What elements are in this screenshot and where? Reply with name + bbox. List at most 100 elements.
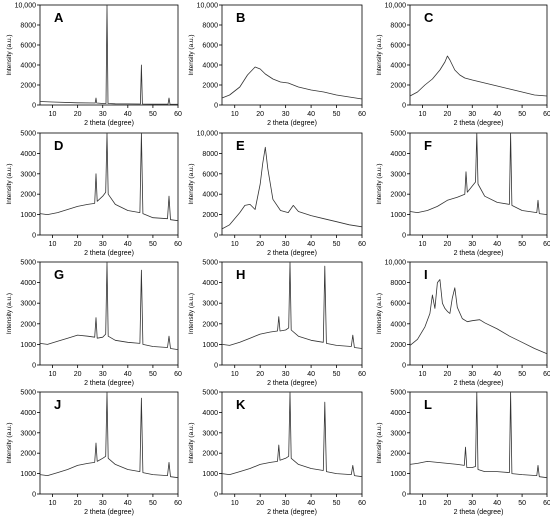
x-tick-label: 50 — [333, 371, 341, 378]
y-tick-label: 0 — [402, 363, 406, 370]
x-tick-label: 40 — [124, 500, 132, 507]
x-tick-label: 40 — [493, 500, 501, 507]
panel-label: B — [236, 10, 245, 25]
x-tick-label: 30 — [99, 371, 107, 378]
x-tick-label: 50 — [333, 500, 341, 507]
y-tick-label: 3000 — [20, 171, 36, 178]
x-axis-label: 2 theta (degree) — [267, 120, 317, 127]
y-tick-label: 3000 — [390, 171, 406, 178]
y-tick-label: 0 — [402, 492, 406, 499]
x-axis-label: 2 theta (degree) — [84, 120, 134, 127]
y-axis-label: Intensity (a.u.) — [376, 163, 383, 204]
x-axis-label: 2 theta (degree) — [454, 509, 504, 516]
y-tick-label: 1000 — [202, 471, 218, 478]
y-tick-label: 8000 — [390, 23, 406, 30]
x-tick-label: 20 — [256, 241, 264, 248]
y-tick-label: 4000 — [390, 151, 406, 158]
panel-label: C — [424, 10, 434, 25]
x-tick-label: 40 — [124, 371, 132, 378]
y-tick-label: 6000 — [202, 171, 218, 178]
xrd-pattern-line — [221, 391, 363, 478]
x-tick-label: 20 — [74, 111, 82, 118]
y-axis-label: Intensity (a.u.) — [188, 34, 195, 75]
x-tick-label: 50 — [518, 371, 526, 378]
y-tick-label: 2000 — [202, 83, 218, 90]
y-tick-label: 0 — [214, 363, 218, 370]
panel-label: J — [54, 397, 61, 412]
plot-frame — [39, 391, 179, 495]
x-tick-label: 30 — [99, 500, 107, 507]
y-tick-label: 2000 — [390, 451, 406, 458]
panel-label: A — [54, 10, 64, 25]
y-tick-label: 2000 — [390, 192, 406, 199]
panel-H: 10 20 30 40 50 60 0 1000 2000 3000 4000 5000 2 theta… — [188, 260, 366, 388]
y-tick-label: 0 — [214, 492, 218, 499]
panel-label: F — [424, 138, 432, 153]
panel-label: D — [54, 138, 63, 153]
x-tick-label: 20 — [74, 241, 82, 248]
x-tick-label: 30 — [282, 241, 290, 248]
y-tick-label: 4000 — [20, 63, 36, 70]
y-tick-label: 8000 — [202, 23, 218, 30]
panel-G: 10 20 30 40 50 60 0 1000 2000 3000 4000 5000 2 theta… — [6, 260, 182, 388]
y-tick-label: 3000 — [20, 301, 36, 308]
y-tick-label: 6000 — [390, 301, 406, 308]
plot-frame — [409, 132, 548, 236]
y-tick-label: 5000 — [390, 131, 406, 138]
y-tick-label: 1000 — [202, 342, 218, 349]
x-tick-label: 30 — [468, 241, 476, 248]
x-tick-label: 40 — [124, 111, 132, 118]
x-tick-label: 60 — [358, 241, 366, 248]
plot-frame — [221, 4, 363, 106]
y-tick-label: 5000 — [20, 390, 36, 397]
y-tick-label: 4000 — [20, 151, 36, 158]
y-axis-label: Intensity (a.u.) — [188, 293, 195, 334]
panel-D: 10 20 30 40 50 60 0 1000 2000 3000 4000 5000 2 theta… — [6, 131, 182, 258]
y-tick-label: 0 — [402, 233, 406, 240]
x-tick-label: 60 — [174, 241, 182, 248]
xrd-pattern-line — [409, 391, 548, 479]
y-tick-label: 3000 — [202, 301, 218, 308]
x-tick-label: 10 — [49, 500, 57, 507]
y-tick-label: 0 — [32, 103, 36, 110]
y-tick-label: 4000 — [202, 410, 218, 417]
y-tick-label: 6000 — [390, 43, 406, 50]
y-tick-label: 8000 — [390, 280, 406, 287]
x-tick-label: 50 — [149, 111, 157, 118]
plot-frame — [221, 261, 363, 366]
x-tick-label: 50 — [333, 241, 341, 248]
xrd-pattern-line — [39, 261, 179, 350]
x-tick-label: 60 — [174, 111, 182, 118]
xrd-pattern-line — [221, 261, 363, 349]
plot-frame — [39, 261, 179, 366]
y-tick-label: 10,000 — [197, 3, 219, 10]
xrd-pattern-line — [409, 132, 548, 215]
x-tick-label: 60 — [174, 500, 182, 507]
y-tick-label: 10,000 — [197, 131, 219, 138]
y-tick-label: 4000 — [390, 63, 406, 70]
x-tick-label: 40 — [307, 111, 315, 118]
x-tick-label: 50 — [518, 241, 526, 248]
plot-frame — [409, 261, 548, 366]
xrd-pattern-line — [221, 146, 363, 230]
y-axis-label: Intensity (a.u.) — [376, 34, 383, 75]
x-axis-label: 2 theta (degree) — [267, 380, 317, 387]
panel-A: 10 20 30 40 50 60 0 2000 4000 6000 8000 10,000 2 the… — [6, 3, 182, 128]
x-tick-label: 50 — [149, 500, 157, 507]
x-tick-label: 60 — [543, 241, 550, 248]
x-tick-label: 10 — [419, 111, 427, 118]
x-axis-label: 2 theta (degree) — [84, 509, 134, 516]
x-tick-label: 10 — [231, 500, 239, 507]
y-tick-label: 2000 — [20, 451, 36, 458]
plot-frame — [39, 132, 179, 236]
y-tick-label: 5000 — [20, 260, 36, 267]
y-tick-label: 8000 — [20, 23, 36, 30]
x-tick-label: 20 — [443, 111, 451, 118]
x-tick-label: 30 — [282, 371, 290, 378]
x-tick-label: 20 — [256, 371, 264, 378]
y-tick-label: 3000 — [390, 430, 406, 437]
y-tick-label: 2000 — [390, 83, 406, 90]
x-tick-label: 60 — [174, 371, 182, 378]
x-tick-label: 10 — [419, 500, 427, 507]
y-tick-label: 4000 — [390, 321, 406, 328]
